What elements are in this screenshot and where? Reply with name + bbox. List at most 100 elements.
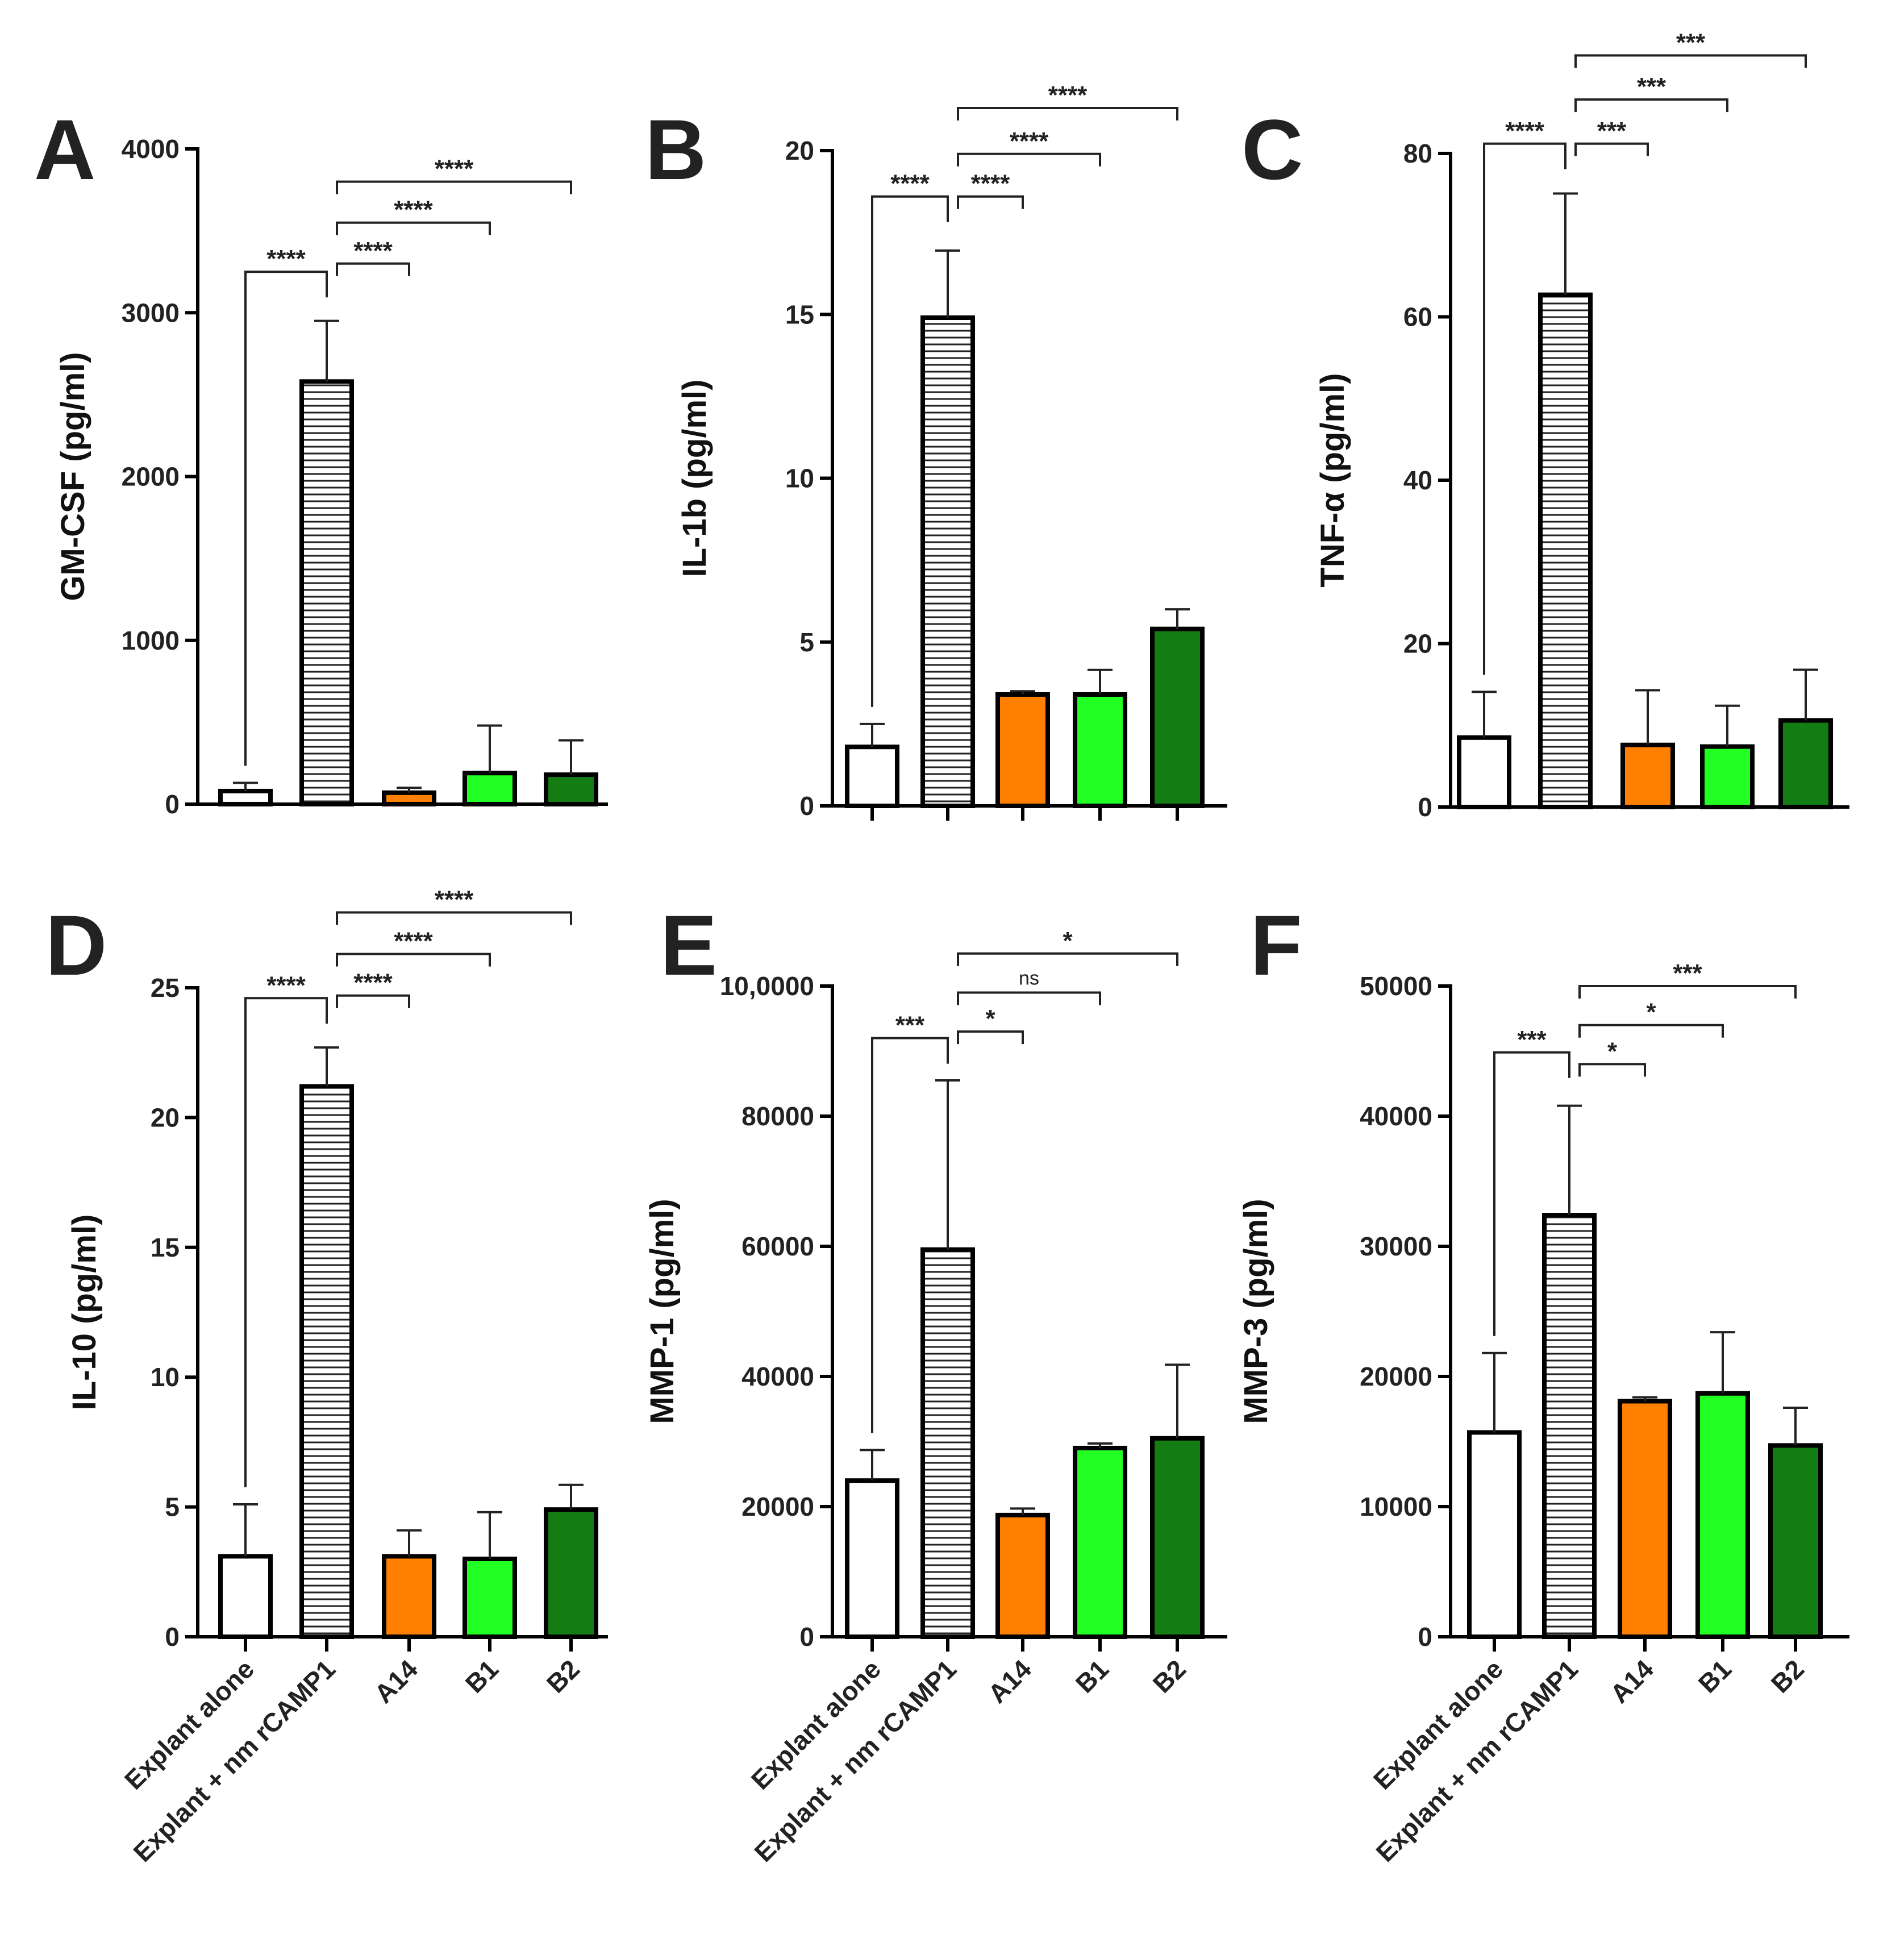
- sig-bracket-a: [336, 262, 410, 276]
- y-tick-label-e: 10,0000: [720, 971, 814, 1001]
- bar-d-B1: [463, 1556, 517, 1639]
- y-tick-label-a: 1000: [122, 626, 180, 655]
- sig-label-e: ***: [895, 1012, 925, 1039]
- y-axis-label-c: TNF-α (pg/ml): [1314, 373, 1351, 587]
- error-bar-b-A14: [1010, 690, 1035, 694]
- bar-b-B1: [1073, 692, 1127, 808]
- sig-bracket-e: [957, 991, 1101, 1005]
- bar-d-A14: [382, 1554, 436, 1640]
- bar-e-A14: [995, 1512, 1050, 1640]
- y-tick-label-c: 40: [1403, 465, 1432, 495]
- y-tick-label-e: 20000: [741, 1492, 814, 1521]
- bar-d-explant_alone: [218, 1554, 273, 1640]
- y-tick-label-f: 20000: [1360, 1362, 1432, 1391]
- error-bar-d-B1: [477, 1511, 502, 1559]
- error-bar-c-explant_rcamp1: [1553, 192, 1578, 295]
- y-tick-label-e: 80000: [741, 1101, 814, 1131]
- sig-bracket-e: [957, 1030, 1024, 1045]
- x-category-label-d: B1: [460, 1654, 504, 1698]
- bar-a-A14: [382, 790, 436, 807]
- error-bar-e-explant_rcamp1: [935, 1079, 960, 1250]
- sig-label-d: ****: [394, 928, 433, 955]
- sig-label-a: ****: [435, 155, 474, 183]
- panel-letter-f: F: [1250, 897, 1302, 993]
- sig-label-d: ****: [435, 886, 474, 914]
- error-bar-f-explant_alone: [1482, 1351, 1507, 1433]
- x-category-label-f: B1: [1693, 1654, 1737, 1698]
- y-tick-label-f: 10000: [1360, 1492, 1432, 1521]
- sig-bracket-a: [336, 221, 491, 235]
- sig-label-a: ****: [266, 245, 306, 273]
- error-bar-b-explant_rcamp1: [935, 249, 960, 318]
- y-tick-label-f: 50000: [1360, 971, 1432, 1001]
- sig-label-f: *: [1607, 1037, 1618, 1065]
- x-category-label-f: A14: [1605, 1654, 1660, 1709]
- bar-e-explant_alone: [845, 1478, 899, 1639]
- y-tick-label-b: 20: [785, 136, 814, 165]
- bar-a-B1: [463, 771, 517, 807]
- sig-label-e: ns: [1019, 967, 1039, 989]
- y-axis-label-d: IL-10 (pg/ml): [66, 1215, 103, 1411]
- y-axis-label-b: IL-1b (pg/ml): [676, 380, 713, 577]
- error-bar-b-explant_alone: [860, 722, 885, 747]
- sig-bracket-e: [871, 1037, 949, 1433]
- y-tick-label-d: 20: [151, 1103, 180, 1132]
- sig-label-d: ****: [266, 971, 306, 999]
- bar-c-A14: [1620, 742, 1675, 809]
- y-tick-label-f: 0: [1418, 1622, 1432, 1652]
- y-tick-label-d: 15: [151, 1233, 180, 1262]
- bar-c-B2: [1778, 718, 1833, 809]
- x-category-label-e: Explant alone: [745, 1654, 886, 1795]
- y-tick-label-b: 0: [799, 791, 814, 821]
- bar-e-B1: [1073, 1445, 1127, 1639]
- y-tick-label-f: 40000: [1360, 1101, 1432, 1131]
- sig-bracket-c: [1574, 98, 1728, 113]
- sig-bracket-c: [1574, 142, 1649, 156]
- sig-bracket-f: [1493, 1051, 1570, 1336]
- bar-c-B1: [1700, 744, 1755, 809]
- y-tick-label-c: 60: [1403, 302, 1432, 332]
- error-bar-e-A14: [1010, 1507, 1035, 1515]
- error-bar-b-B2: [1165, 608, 1190, 629]
- sig-bracket-d: [336, 953, 491, 967]
- bar-f-A14: [1618, 1399, 1672, 1639]
- error-bar-e-explant_alone: [860, 1449, 885, 1481]
- error-bar-f-B2: [1783, 1406, 1808, 1446]
- y-tick-label-b: 15: [785, 300, 814, 329]
- sig-bracket-d: [336, 994, 410, 1008]
- sig-label-b: ****: [1010, 127, 1049, 155]
- sig-bracket-c: [1483, 142, 1566, 675]
- sig-bracket-c: [1574, 54, 1807, 68]
- error-bar-c-A14: [1635, 689, 1660, 745]
- panel-letter-d: D: [45, 897, 107, 993]
- bar-e-explant_rcamp1: [920, 1247, 975, 1640]
- panel-letter-e: E: [660, 897, 717, 993]
- error-bar-a-B1: [477, 724, 502, 773]
- panel-letter-c: C: [1241, 102, 1303, 197]
- x-category-label-d: A14: [369, 1654, 424, 1709]
- panel-letter-a: A: [34, 102, 95, 197]
- y-tick-label-a: 0: [165, 789, 180, 819]
- y-tick-label-d: 25: [151, 973, 180, 1003]
- x-category-label-e: B1: [1070, 1654, 1114, 1698]
- y-axis-label-e: MMP-1 (pg/ml): [644, 1199, 681, 1424]
- sig-label-b: ****: [1048, 81, 1088, 109]
- sig-label-f: ***: [1673, 959, 1702, 987]
- sig-bracket-a: [244, 271, 328, 766]
- y-axis-label-f: MMP-3 (pg/ml): [1238, 1199, 1274, 1424]
- sig-bracket-d: [244, 997, 328, 1488]
- y-tick-label-a: 4000: [122, 134, 180, 164]
- error-bar-a-explant_rcamp1: [314, 319, 339, 382]
- error-bar-d-B2: [559, 1483, 584, 1510]
- error-bar-a-B2: [559, 739, 584, 775]
- error-bar-f-B1: [1710, 1331, 1735, 1394]
- y-tick-label-a: 3000: [122, 298, 180, 327]
- error-bar-e-B2: [1165, 1363, 1190, 1438]
- bar-e-B2: [1150, 1436, 1205, 1639]
- error-bar-b-B1: [1088, 668, 1113, 694]
- bar-d-B2: [544, 1507, 598, 1639]
- x-category-label-f: B2: [1765, 1654, 1810, 1698]
- panel-letter-b: B: [645, 102, 706, 197]
- y-tick-label-c: 0: [1418, 792, 1432, 822]
